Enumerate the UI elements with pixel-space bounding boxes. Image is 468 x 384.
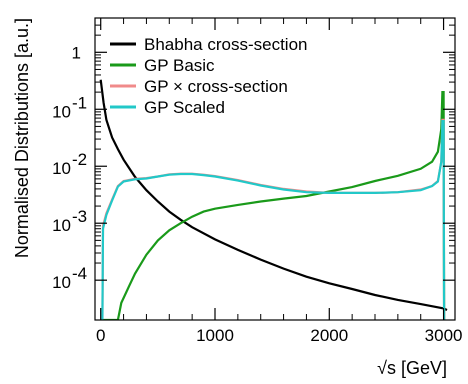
y-tick-exponent: -2	[72, 150, 87, 169]
series-line-2	[100, 118, 446, 320]
y-tick-exponent: -1	[72, 93, 87, 112]
y-tick-label: 10 -3	[52, 207, 87, 235]
y-tick-exponent: -4	[72, 264, 87, 283]
y-tick-base: 10	[52, 273, 71, 292]
series-line-3	[100, 120, 446, 320]
x-tick-label: 0	[96, 326, 105, 345]
legend-entry-1: GP Basic	[144, 56, 215, 75]
y-axis-title: Normalised Distributions [a.u.]	[12, 18, 32, 258]
y-tick-base: 10	[52, 216, 71, 235]
x-tick-label: 3000	[425, 326, 463, 345]
y-tick-base: 10	[52, 102, 71, 121]
y-tick-label: 10 -1	[52, 93, 87, 121]
y-tick-base: 1	[72, 43, 81, 62]
legend-entry-0: Bhabha cross-section	[144, 35, 307, 54]
x-axis-title: √s [GeV]	[377, 358, 447, 378]
y-tick-exponent: -3	[72, 207, 87, 226]
y-tick-base: 10	[52, 159, 71, 178]
y-tick-label: 1	[72, 43, 81, 62]
legend-entry-3: GP Scaled	[144, 98, 225, 117]
series-line-1	[100, 91, 446, 320]
y-tick-label: 10 -2	[52, 150, 87, 178]
legend-entry-2: GP × cross-section	[144, 77, 288, 96]
x-tick-label: 1000	[196, 326, 234, 345]
x-tick-label: 2000	[310, 326, 348, 345]
series-line-0	[99, 79, 448, 311]
y-tick-label: 10 -4	[52, 264, 87, 292]
